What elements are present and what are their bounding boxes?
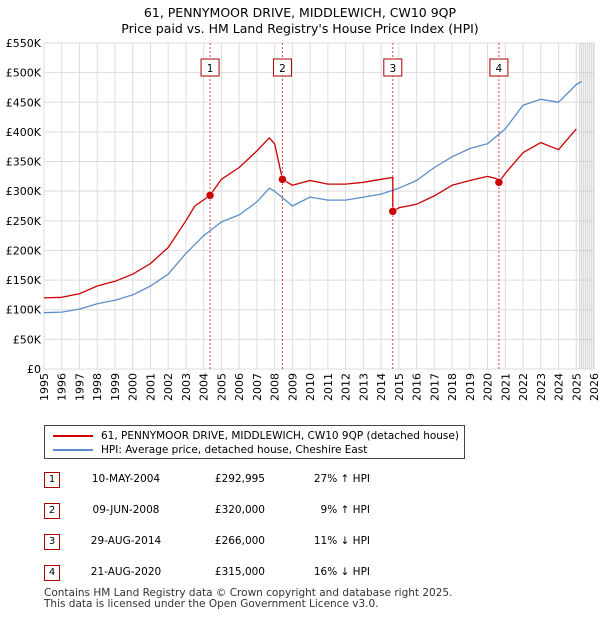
table-row: 1 10-MAY-2004 £292,995 27% ↑ HPI xyxy=(0,470,600,490)
hpi-line xyxy=(43,80,582,314)
x-tick-label: 2017 xyxy=(428,373,441,401)
x-tick-label: 2011 xyxy=(322,373,335,401)
sale-point xyxy=(278,175,287,184)
x-tick-label: 2012 xyxy=(340,373,353,401)
sale-marker-label: 1 xyxy=(207,63,214,75)
x-tick-label: 2024 xyxy=(553,373,566,401)
x-tick-label: 2000 xyxy=(127,373,140,401)
sale-marker-box xyxy=(383,58,403,77)
y-tick-label: £550K xyxy=(6,37,42,50)
table-row: 3 29-AUG-2014 £266,000 11% ↓ HPI xyxy=(0,532,600,552)
chart-title: 61, PENNYMOOR DRIVE, MIDDLEWICH, CW10 9Q… xyxy=(143,5,457,20)
sale-point xyxy=(388,207,398,216)
sale-price: £315,000 xyxy=(214,566,265,578)
y-tick-label: £0 xyxy=(27,363,41,376)
x-tick-label: 2016 xyxy=(411,373,424,401)
sale-hpi-diff: 9% ↑ HPI xyxy=(320,504,370,516)
y-tick-label: £450K xyxy=(6,96,42,109)
y-tick-label: £400K xyxy=(6,126,42,139)
sale-marker-box xyxy=(272,58,292,77)
sale-marker-box xyxy=(200,58,220,77)
sale-number: 4 xyxy=(44,565,60,581)
x-tick-label: 2008 xyxy=(269,373,282,401)
x-tick-label: 2015 xyxy=(393,373,406,401)
sale-price: £266,000 xyxy=(214,535,265,547)
y-tick-label: £500K xyxy=(6,67,42,80)
y-tick-label: £150K xyxy=(6,274,42,287)
table-row: 2 09-JUN-2008 £320,000 9% ↑ HPI xyxy=(0,501,600,521)
y-tick-label: £350K xyxy=(6,156,42,169)
y-tick-label: £250K xyxy=(6,215,42,228)
x-tick-label: 1997 xyxy=(73,373,86,401)
x-tick-label: 2022 xyxy=(517,373,530,401)
footer: Contains HM Land Registry data © Crown c… xyxy=(44,588,452,610)
x-tick-label: 1995 xyxy=(38,373,51,401)
x-tick-label: 2001 xyxy=(144,373,157,401)
x-tick-label: 2002 xyxy=(162,373,175,401)
x-tick-label: 2021 xyxy=(499,373,512,401)
y-tick-label: £300K xyxy=(6,185,42,198)
x-tick-label: 2019 xyxy=(464,373,477,401)
legend-swatch-property xyxy=(53,435,93,437)
x-tick-label: 2005 xyxy=(215,373,228,401)
sale-marker-label: 4 xyxy=(496,63,503,75)
sale-number: 2 xyxy=(44,503,60,519)
y-tick-label: £100K xyxy=(6,304,42,317)
x-tick-label: 2007 xyxy=(251,373,264,401)
x-tick-label: 2023 xyxy=(535,373,548,401)
sale-date: 10-MAY-2004 xyxy=(91,473,161,485)
legend-label-hpi: HPI: Average price, detached house, Ches… xyxy=(101,444,368,456)
plot-area xyxy=(43,42,595,370)
legend-label-property: 61, PENNYMOOR DRIVE, MIDDLEWICH, CW10 9Q… xyxy=(101,430,459,442)
sale-marker-label: 2 xyxy=(279,63,286,75)
x-tick-label: 2006 xyxy=(233,373,246,401)
sale-hpi-diff: 27% ↑ HPI xyxy=(313,473,370,485)
x-tick-label: 2018 xyxy=(446,373,459,401)
x-tick-label: 2010 xyxy=(304,373,317,401)
footer-licence: This data is licensed under the Open Gov… xyxy=(44,598,379,610)
sale-number: 1 xyxy=(44,472,60,488)
sale-date: 29-AUG-2014 xyxy=(90,535,162,547)
y-tick-label: £50K xyxy=(13,333,42,346)
sale-hpi-diff: 11% ↓ HPI xyxy=(313,535,370,547)
x-tick-label: 2013 xyxy=(357,373,370,401)
y-tick-label: £200K xyxy=(6,244,42,257)
x-tick-label: 1998 xyxy=(91,373,104,401)
footer-copyright: Contains HM Land Registry data © Crown c… xyxy=(44,587,453,599)
sale-date: 09-JUN-2008 xyxy=(92,504,160,516)
sale-point xyxy=(205,191,215,200)
sale-hpi-diff: 16% ↓ HPI xyxy=(313,566,370,578)
sale-point xyxy=(494,178,504,187)
x-tick-label: 2014 xyxy=(375,373,388,401)
chart-subtitle: Price paid vs. HM Land Registry's House … xyxy=(121,21,479,36)
x-tick-label: 2025 xyxy=(570,373,583,401)
x-tick-label: 2003 xyxy=(180,373,193,401)
x-tick-label: 2020 xyxy=(482,373,495,401)
table-row: 4 21-AUG-2020 £315,000 16% ↓ HPI xyxy=(0,563,600,583)
x-tick-label: 2026 xyxy=(588,373,600,401)
sale-number: 3 xyxy=(44,534,60,550)
x-tick-label: 1996 xyxy=(56,373,69,401)
sale-price: £320,000 xyxy=(214,504,265,516)
x-tick-label: 2009 xyxy=(286,373,299,401)
x-tick-label: 2004 xyxy=(198,373,211,401)
legend-swatch-hpi xyxy=(53,449,93,451)
sale-date: 21-AUG-2020 xyxy=(90,566,162,578)
sale-price: £292,995 xyxy=(214,473,265,485)
x-tick-label: 1999 xyxy=(109,373,122,401)
legend: 61, PENNYMOOR DRIVE, MIDDLEWICH, CW10 9Q… xyxy=(44,425,465,459)
sale-marker-box xyxy=(489,58,509,77)
sale-marker-label: 3 xyxy=(389,63,396,75)
price-chart: £0 £50K £100K £150K £200K £250K £300K £350K £400… xyxy=(6,37,600,401)
